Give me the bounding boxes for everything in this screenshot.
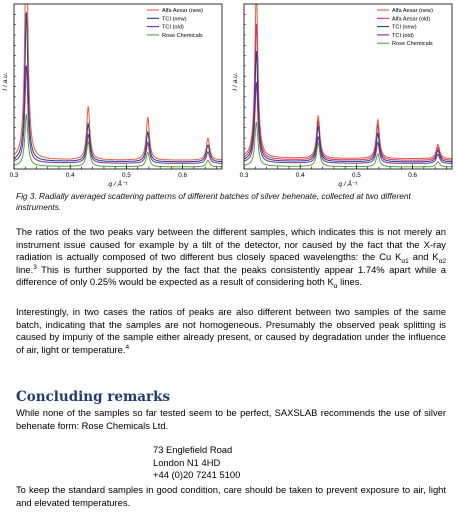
y-axis-label: I / a.u. xyxy=(2,72,9,90)
x-axis-label: q / Å⁻¹ xyxy=(108,179,128,188)
legend-label: Rose Chemicals xyxy=(162,33,203,39)
paragraph-text: Interestingly, in two cases the ratios o… xyxy=(16,306,446,355)
x-tick-label: 0.3 xyxy=(10,172,19,179)
paragraph-text: line. xyxy=(16,263,34,275)
reference-marker: 4 xyxy=(125,343,130,351)
right-chart: 0.3 0.4 0.5 0.6 q / Å⁻¹ I / a.u. Alfa Aesar (n… xyxy=(228,2,456,188)
legend-label: Alfa Aesar (new) xyxy=(162,8,203,14)
x-axis-label: q / Å⁻¹ xyxy=(338,179,358,188)
subscript: α xyxy=(333,282,338,290)
figure-caption: Fig 3. Radially averaged scattering patt… xyxy=(16,191,411,212)
y-axis-label: I / a.u. xyxy=(232,72,239,90)
series-group xyxy=(244,4,452,168)
legend-label: TCI (new) xyxy=(392,25,417,31)
supplier-address: 73 Englefield Road London N1 4HD +44 (0)… xyxy=(153,444,240,482)
section-heading: Concluding remarks xyxy=(16,389,171,405)
x-tick-label: 0.4 xyxy=(296,172,305,179)
series-line xyxy=(244,22,452,161)
address-line: London N1 4HD xyxy=(153,456,221,468)
series-line xyxy=(14,4,222,161)
paragraph-peak-ratios: The ratios of the two peaks vary between… xyxy=(16,226,446,290)
subscript: α1 xyxy=(401,257,409,265)
series-group xyxy=(14,4,222,168)
series-line xyxy=(14,65,222,164)
legend-label: TCI (new) xyxy=(162,16,187,22)
series-line xyxy=(244,4,452,159)
x-tick-label: 0.5 xyxy=(352,172,361,179)
legend-label: TCI (old) xyxy=(162,25,184,31)
x-tick-label: 0.6 xyxy=(408,172,417,179)
x-tick-label: 0.6 xyxy=(178,172,187,179)
address-line: 73 Englefield Road xyxy=(153,444,233,455)
reference-marker: 3 xyxy=(33,263,37,271)
legend-label: TCI (old) xyxy=(392,33,414,39)
paragraph-inhomogeneity: Interestingly, in two cases the ratios o… xyxy=(16,306,446,356)
paragraph-text: and K xyxy=(408,251,439,262)
left-chart-svg: 0.3 0.4 0.5 0.6 q / Å⁻¹ I / a.u. Alfa Aesar (n… xyxy=(2,3,223,188)
legend-box xyxy=(144,5,221,43)
series-line xyxy=(244,121,452,168)
address-line: +44 (0)20 7241 5100 xyxy=(153,469,241,480)
left-chart: 0.3 0.4 0.5 0.6 q / Å⁻¹ I / a.u. Alfa Aesar (n… xyxy=(0,2,226,188)
subscript: α2 xyxy=(438,257,446,265)
x-tick-label: 0.5 xyxy=(122,172,131,179)
paragraph-storage: To keep the standard samples in good con… xyxy=(16,484,446,508)
legend-label: Rose Chemicals xyxy=(392,41,433,47)
legend-label: Alfa Aesar (old) xyxy=(392,16,430,22)
legend-label: Alfa Aesar (new) xyxy=(392,8,433,14)
series-line xyxy=(14,113,222,168)
x-tick-label: 0.3 xyxy=(240,172,249,179)
series-line xyxy=(244,81,452,164)
paragraph-text: This is further supported by the fact th… xyxy=(16,263,446,288)
series-line xyxy=(244,50,452,163)
paragraph-recommendation: While none of the samples so far tested … xyxy=(16,407,446,431)
paragraph-text: lines. xyxy=(337,276,363,287)
series-line xyxy=(14,11,222,163)
x-tick-label: 0.4 xyxy=(66,172,75,179)
right-chart-svg: 0.3 0.4 0.5 0.6 q / Å⁻¹ I / a.u. Alfa Aesar (n… xyxy=(232,3,453,188)
paragraph-text: The ratios of the two peaks vary between… xyxy=(16,226,446,262)
